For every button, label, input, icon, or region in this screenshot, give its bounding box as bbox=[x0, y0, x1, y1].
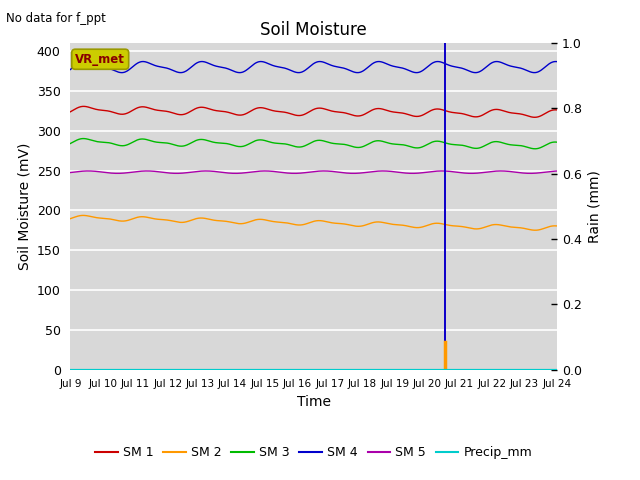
Text: No data for f_ppt: No data for f_ppt bbox=[6, 12, 106, 25]
X-axis label: Time: Time bbox=[296, 395, 331, 409]
Text: VR_met: VR_met bbox=[76, 53, 125, 66]
Y-axis label: Soil Moisture (mV): Soil Moisture (mV) bbox=[17, 143, 31, 270]
Legend: SM 1, SM 2, SM 3, SM 4, SM 5, Precip_mm: SM 1, SM 2, SM 3, SM 4, SM 5, Precip_mm bbox=[90, 441, 537, 464]
Y-axis label: Rain (mm): Rain (mm) bbox=[588, 170, 601, 243]
Title: Soil Moisture: Soil Moisture bbox=[260, 21, 367, 39]
